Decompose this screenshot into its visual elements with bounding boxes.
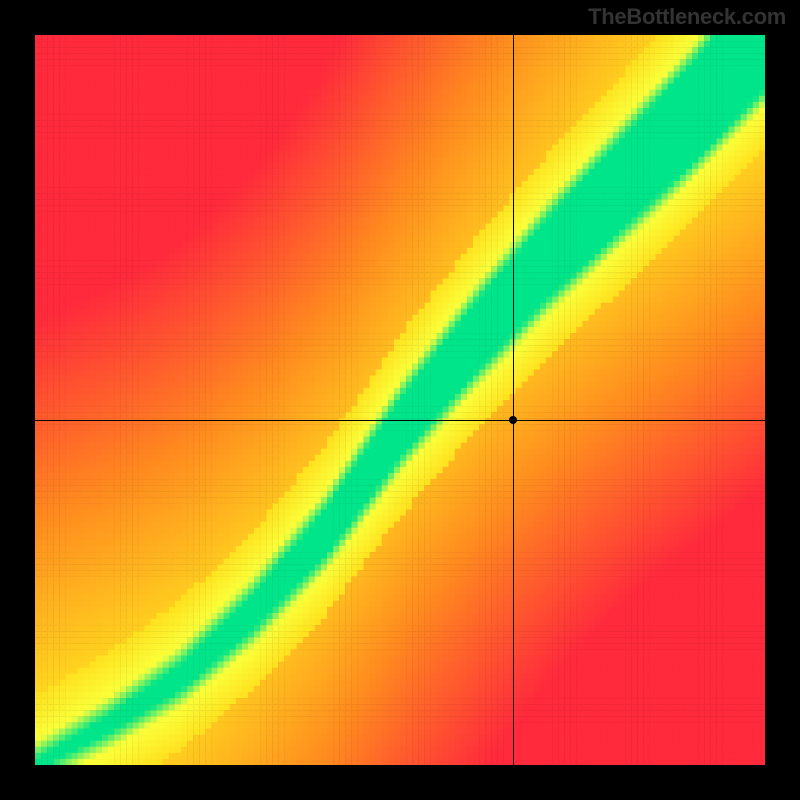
crosshair-vertical: [513, 35, 514, 765]
plot-area: [35, 35, 765, 765]
crosshair-point: [509, 416, 517, 424]
chart-container: TheBottleneck.com: [0, 0, 800, 800]
heatmap-canvas: [35, 35, 765, 765]
crosshair-horizontal: [35, 420, 765, 421]
watermark-text: TheBottleneck.com: [588, 4, 786, 30]
